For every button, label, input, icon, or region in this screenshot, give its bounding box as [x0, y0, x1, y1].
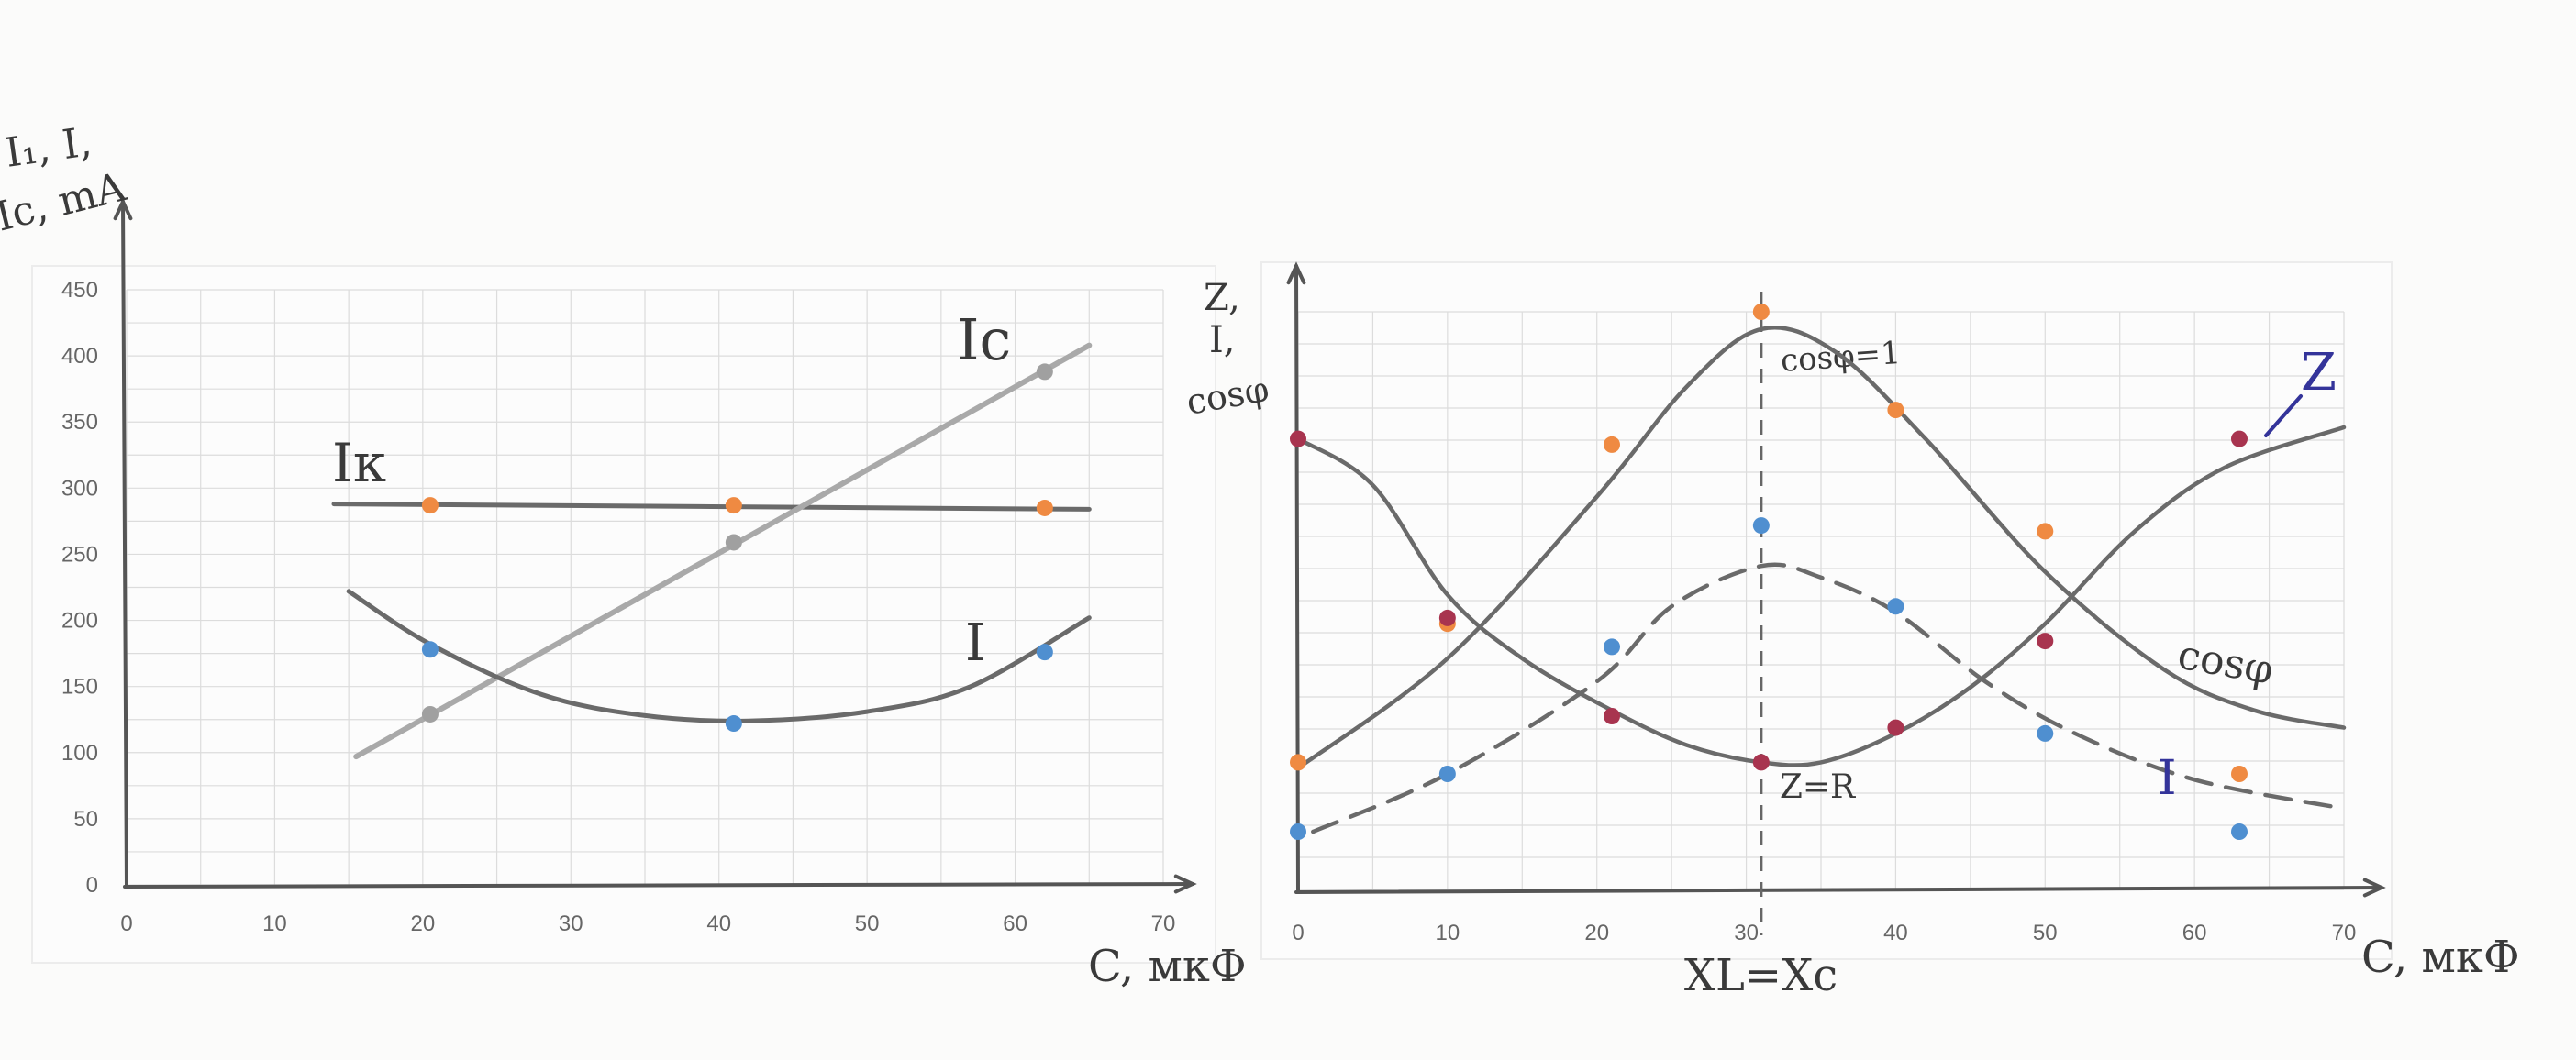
x-tick-label: 50 — [2033, 921, 2058, 945]
data-point-I — [2037, 724, 2054, 742]
x-tick-label: 70 — [1151, 911, 1176, 936]
data-point-Iк — [421, 497, 439, 514]
data-point-Z — [2037, 633, 2054, 650]
data-point-Z — [1752, 754, 1770, 771]
x-tick-label: 10 — [262, 911, 287, 936]
data-point-cosφ — [2231, 766, 2248, 782]
y-tick-label: 400 — [61, 344, 98, 369]
y-tick-label: 450 — [61, 278, 98, 303]
y-tick-label: 100 — [61, 741, 98, 766]
y-tick-label: 0 — [86, 873, 98, 898]
x-axis-title: C, мкФ — [1088, 941, 1247, 992]
data-point-Iк — [725, 497, 742, 514]
series-label-Z: Z — [2301, 343, 2337, 403]
data-point-Iк — [1036, 499, 1053, 516]
x-axis — [123, 882, 1194, 889]
data-point-cosφ — [1290, 754, 1306, 771]
x-axis-arrow — [2362, 878, 2386, 898]
data-point-I — [1438, 766, 1456, 782]
y-tick-label: 250 — [61, 542, 98, 567]
y-tick-label: 150 — [61, 675, 98, 700]
data-point-I — [1290, 823, 1306, 840]
data-point-cosφ — [2037, 523, 2054, 540]
series-curve-Iк — [331, 502, 1092, 512]
x-tick-label: 60 — [2182, 921, 2207, 945]
x-tick-label: 20 — [411, 911, 436, 936]
y-tick-label: 50 — [73, 807, 98, 832]
y-axis-title-line2: I, — [1209, 319, 1236, 361]
y-axis-arrow — [1286, 261, 1306, 285]
x-axis — [1294, 886, 2383, 894]
x-axis-arrow — [1173, 874, 1197, 894]
series-curve-Z — [1295, 425, 2347, 767]
series-label-I: I — [965, 613, 985, 673]
x-tick-label: 0 — [1292, 921, 1304, 945]
series-label-Z-leader — [2264, 394, 2303, 437]
data-point-I — [421, 641, 439, 658]
data-point-I — [725, 715, 742, 733]
data-point-Z — [1438, 609, 1456, 626]
y-tick-label: 350 — [61, 410, 98, 435]
resonance-label-z: Z=R — [1780, 768, 1856, 806]
data-point-Ic — [421, 705, 439, 723]
series-curve-cosφ — [1295, 325, 2347, 770]
data-point-I — [1752, 517, 1770, 535]
resonance-axis-label: XL=Xc — [1684, 950, 1838, 1001]
y-axis — [121, 200, 128, 889]
series-curve-I — [346, 589, 1092, 723]
x-tick-label: 0 — [120, 911, 132, 936]
y-axis-title-line1: Z, — [1204, 277, 1240, 319]
series-curve-I — [1311, 562, 2347, 834]
data-point-cosφ — [1752, 304, 1770, 320]
x-tick-label: 30 — [1734, 921, 1759, 945]
series-label-Ic: Ic — [957, 306, 1011, 373]
data-point-I — [2231, 823, 2248, 840]
series-label-I: I — [2158, 751, 2177, 806]
data-point-Ic — [1036, 363, 1053, 381]
data-point-cosφ — [1604, 436, 1620, 453]
data-point-I — [1036, 644, 1053, 661]
x-tick-label: 40 — [706, 911, 731, 936]
x-axis-title: C, мкФ — [2361, 932, 2520, 983]
x-tick-label: 20 — [1584, 921, 1609, 945]
data-point-I — [1604, 638, 1620, 656]
y-axis — [1294, 264, 1300, 894]
data-point-Z — [1290, 430, 1306, 447]
data-point-cosφ — [1887, 402, 1904, 419]
data-point-I — [1887, 598, 1904, 615]
y-tick-label: 200 — [61, 609, 98, 634]
data-point-Z — [1887, 719, 1904, 736]
x-tick-label: 50 — [855, 911, 880, 936]
x-tick-label: 10 — [1436, 921, 1460, 945]
series-label-Ik: Iк — [332, 432, 386, 494]
data-point-Ic — [725, 534, 742, 551]
data-point-Z — [2231, 430, 2248, 447]
y-tick-label: 300 — [61, 476, 98, 501]
x-tick-label: 70 — [2332, 921, 2357, 945]
data-point-Z — [1604, 708, 1620, 724]
x-tick-label: 60 — [1003, 911, 1027, 936]
chart-currents-vs-capacitance: 0 50 100 150 200 250 300 350 400 450 0 10 20 30 40 50 60… — [0, 118, 1247, 992]
x-tick-label: 40 — [1883, 921, 1908, 945]
x-tick-label: 30 — [559, 911, 583, 936]
y-axis-arrow — [113, 197, 133, 221]
y-axis-title-line1: I₁, I, — [2, 118, 94, 177]
